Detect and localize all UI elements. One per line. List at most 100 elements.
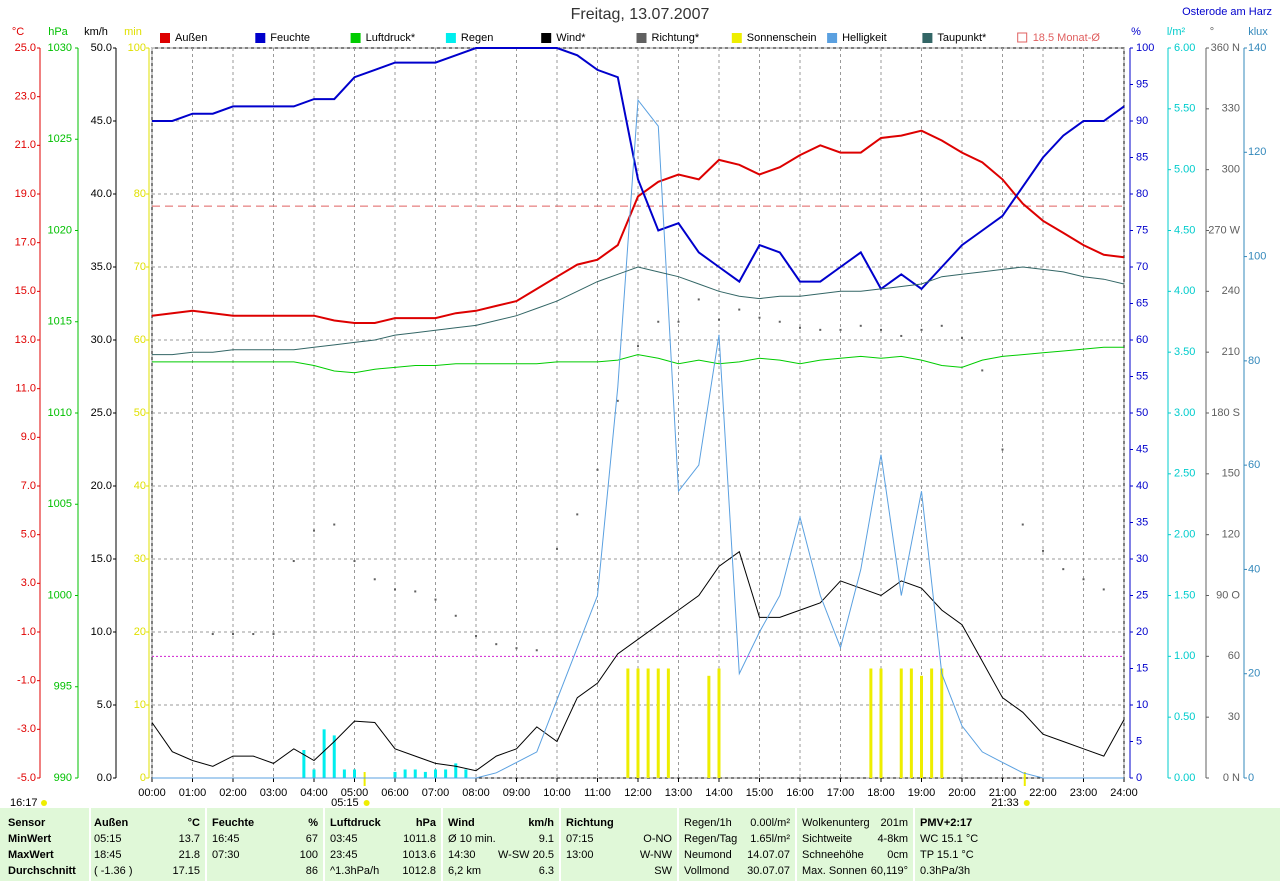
point [515, 647, 518, 650]
axis-tick-label: 90 [1136, 115, 1148, 127]
axis-tick-label: 30.0 [91, 334, 112, 346]
axis-tick-label: 11.0 [15, 383, 36, 395]
legend-swatch [1017, 32, 1028, 43]
axis-title: klux [1248, 26, 1268, 38]
axis-tick-label: 100 [1136, 42, 1154, 54]
info-value: 201m [880, 817, 908, 829]
axis-tick-label: 30 [1136, 553, 1148, 565]
axis-tick-label: 1.0 [21, 626, 36, 638]
x-tick-label: 13:00 [665, 787, 693, 799]
point [211, 633, 214, 636]
bar [707, 675, 711, 778]
x-tick-label: 09:00 [503, 787, 531, 799]
axis-title: ° [1210, 26, 1214, 38]
axis-tick-label: 80 [134, 188, 146, 200]
axis-tick-label: 210 [1222, 346, 1240, 358]
axis-tick-label: 1030 [48, 42, 72, 54]
axis-tick-label: -3.0 [17, 723, 36, 735]
axis-tick-label: 150 [1222, 468, 1240, 480]
legend-swatch [731, 33, 742, 43]
bar [899, 668, 903, 778]
axis-tick-label: 90 O [1216, 589, 1240, 601]
info-value: 60,119° [871, 865, 908, 877]
point [961, 336, 963, 339]
axis-tick-label: 45 [1136, 443, 1148, 455]
x-tick-label: 23:00 [1070, 787, 1098, 799]
info-label: Max. Sonnen [802, 865, 867, 877]
x-tick-label: 04:00 [300, 787, 328, 799]
axis-tick-label: 65 [1136, 297, 1148, 309]
cell-time: 6,2 km [448, 865, 481, 877]
bar [636, 668, 640, 778]
axis-tick-label: 0 [1248, 772, 1254, 784]
cell-time: 16:45 [212, 833, 240, 845]
legend-label: Regen [461, 32, 493, 44]
axis-tick-label: 0.00 [1174, 772, 1195, 784]
line [151, 129, 1125, 324]
axis-tick-label: 40 [1248, 563, 1260, 575]
block-unit: °C [188, 817, 200, 829]
legend-label: Außen [175, 32, 207, 44]
axis-tick-label: 60 [134, 334, 146, 346]
x-tick-label: 01:00 [179, 787, 207, 799]
x-tick-label: 08:00 [462, 787, 490, 799]
point [778, 320, 781, 323]
axis-tick-label: 3.00 [1174, 407, 1195, 419]
bar [930, 668, 934, 778]
x-tick-label: 17:00 [827, 787, 855, 799]
axis-tick-label: 15.0 [15, 285, 36, 297]
row-label: MaxWert [8, 849, 54, 861]
point [657, 320, 660, 323]
table-header: Sensor [8, 817, 46, 829]
legend-label: Wind* [556, 32, 586, 44]
sun-icon [41, 800, 47, 806]
axis-title: min [124, 26, 142, 38]
point [232, 633, 234, 636]
axis-tick-label: 3.0 [21, 577, 36, 589]
sun-event-label: 05:15 [331, 797, 359, 809]
info-value: 0.00l/m² [750, 817, 790, 829]
point [981, 369, 984, 372]
info-label: Sichtweite [802, 833, 852, 845]
block-unit: hPa [416, 817, 437, 829]
cell-time: 18:45 [94, 849, 122, 861]
axis-tick-label: 40 [1136, 480, 1148, 492]
info-label: 0.3hPa/3h [920, 865, 970, 877]
axis-title: km/h [84, 26, 108, 38]
info-label: PMV+2:17 [920, 817, 972, 829]
axis-tick-label: 19.0 [15, 188, 36, 200]
cell-time: ( -1.36 ) [94, 865, 133, 877]
point [758, 316, 761, 319]
bar [413, 769, 417, 778]
block-header: Wind [448, 817, 475, 829]
cell-time: Ø 10 min. [448, 833, 496, 845]
axis-tick-label: 60 [1248, 459, 1260, 471]
point [272, 633, 275, 636]
bar [302, 750, 306, 778]
axis-tick-label: 9.0 [21, 431, 36, 443]
axis-tick-label: 60 [1136, 334, 1148, 346]
axis-tick-label: 40.0 [91, 188, 112, 200]
axis-tick-label: 15 [1136, 662, 1148, 674]
cell-value: O-NO [643, 833, 672, 845]
bar [403, 769, 407, 778]
axis-tick-label: 0 N [1223, 772, 1240, 784]
axis-tick-label: 30 [1228, 711, 1240, 723]
point [373, 578, 376, 581]
location: Osterode am Harz [1182, 6, 1272, 18]
bar [656, 668, 660, 778]
bar [423, 771, 427, 778]
axis-tick-label: 180 S [1211, 407, 1240, 419]
point [859, 324, 862, 327]
x-tick-label: 11:00 [584, 787, 611, 799]
axis-title: l/m² [1167, 26, 1186, 38]
point [697, 298, 700, 301]
axis-tick-label: 2.00 [1174, 529, 1195, 541]
cell-time: 23:45 [330, 849, 358, 861]
bar [920, 675, 923, 778]
line [152, 47, 1125, 291]
axis-tick-label: 10.0 [91, 626, 112, 638]
axis-tick-label: 100 [128, 42, 146, 54]
info-value: 30.07.07 [747, 865, 790, 877]
